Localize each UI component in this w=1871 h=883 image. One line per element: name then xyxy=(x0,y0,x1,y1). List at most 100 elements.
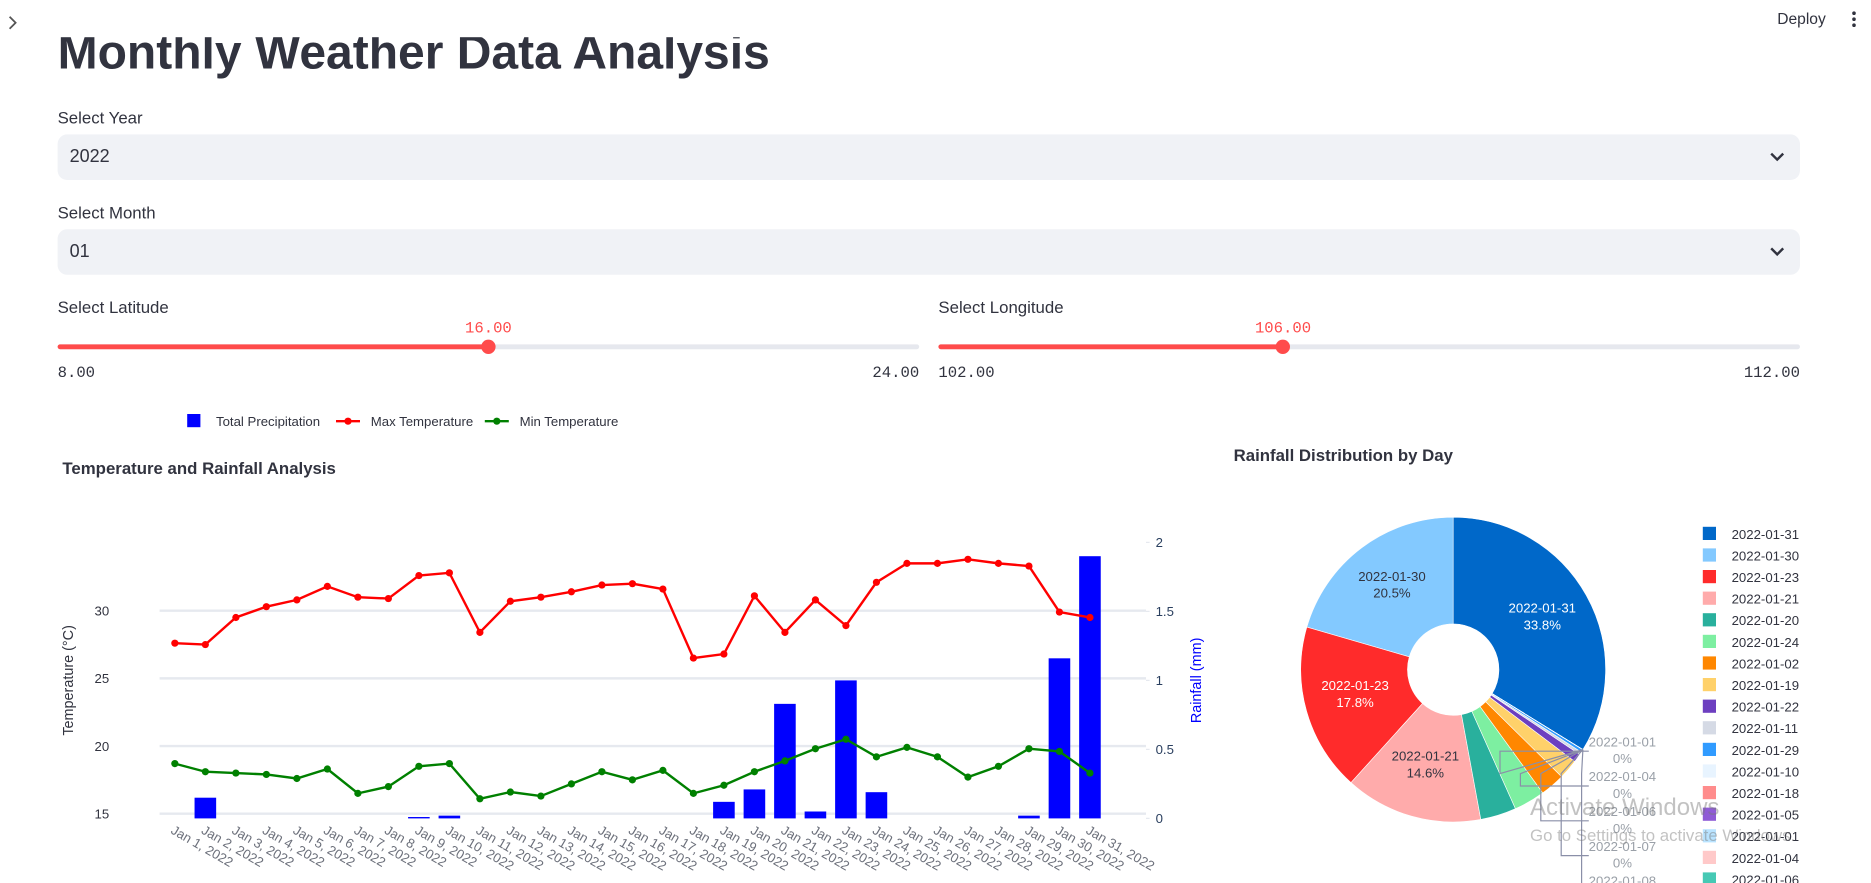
longitude-min: 102.00 xyxy=(938,363,995,382)
slice-label-value: 33.8% xyxy=(1524,618,1562,633)
leader-line xyxy=(1581,749,1584,883)
leader-line xyxy=(1560,749,1589,857)
line xyxy=(174,737,1091,801)
marker xyxy=(994,762,1003,770)
latitude-min: 8.00 xyxy=(57,363,96,382)
chevron xyxy=(1770,247,1785,257)
slice-label-value: 17.8% xyxy=(1336,695,1374,710)
bar xyxy=(743,789,766,819)
latitude-max: 24.00 xyxy=(872,363,920,382)
legend-label: 2022-01-10 xyxy=(1732,764,1799,779)
bar xyxy=(438,815,461,819)
marker xyxy=(567,588,575,596)
y-axis-title: Temperature (°C) xyxy=(61,625,77,736)
marker xyxy=(842,622,850,630)
legend-label: 2022-01-06 xyxy=(1732,872,1799,883)
slice-label-name: 2022-01-01 xyxy=(1589,734,1656,749)
legend-label: 2022-01-02 xyxy=(1732,656,1799,671)
marker xyxy=(781,757,789,765)
legend-swatch xyxy=(1702,526,1717,540)
slice-label: 2022-01-04 0% xyxy=(1589,769,1656,801)
y2-tick-label: 2 xyxy=(1156,535,1163,550)
slice-label: 2022-01-23 17.8% xyxy=(1321,678,1388,710)
marker xyxy=(994,559,1003,567)
marker xyxy=(415,762,423,770)
legend-swatch xyxy=(1702,634,1717,648)
latitude-fill xyxy=(57,344,489,350)
legend-swatch xyxy=(1702,721,1717,735)
marker xyxy=(232,613,240,622)
pie-slice xyxy=(1350,703,1482,823)
slice-label-name: 2022-01-30 xyxy=(1358,569,1425,584)
marker xyxy=(872,578,881,586)
leader-line xyxy=(1540,749,1589,822)
legend-swatch xyxy=(1702,764,1717,778)
bar xyxy=(835,680,857,819)
marker xyxy=(354,789,362,797)
year-select[interactable]: 2022 xyxy=(57,134,1801,180)
legend-label: 2022-01-11 xyxy=(1732,721,1798,736)
y2-axis-title: Rainfall (mm) xyxy=(1189,638,1205,724)
pie-slice xyxy=(1300,626,1423,784)
legend-label: 2022-01-20 xyxy=(1732,613,1799,628)
bar xyxy=(1018,815,1040,819)
marker xyxy=(842,735,850,743)
marker xyxy=(781,628,789,636)
marker xyxy=(903,559,911,567)
legend-label: Max Temperature xyxy=(371,414,473,429)
legend-marker xyxy=(344,417,352,425)
marker xyxy=(659,766,667,774)
slice-label-name: 2022-01-04 xyxy=(1589,769,1656,784)
legend-swatch xyxy=(187,414,201,428)
pie-slice xyxy=(1306,516,1454,658)
marker xyxy=(872,753,881,761)
slice-label: 2022-01-07 0% xyxy=(1589,839,1656,871)
marker xyxy=(720,650,728,658)
slice-label: 2022-01-080% xyxy=(1589,874,1656,883)
y-tick-label: 15 xyxy=(95,806,110,821)
legend-swatch xyxy=(1702,570,1717,584)
slice-label-name: 2022-01-23 xyxy=(1321,678,1388,693)
slice-label: 2022-01-30 20.5% xyxy=(1358,569,1425,601)
latitude-thumb[interactable] xyxy=(481,339,496,354)
month-label: Select Month xyxy=(57,202,156,223)
bar xyxy=(194,797,217,819)
slice-label: 2022-01-21 14.6% xyxy=(1392,749,1459,781)
y2-tick-label: 0 xyxy=(1156,811,1163,826)
chart-title: Rainfall Distribution by Day xyxy=(1234,446,1454,465)
latitude-value: 16.00 xyxy=(464,319,512,338)
marker xyxy=(598,581,606,589)
marker xyxy=(811,596,820,604)
menu-button[interactable] xyxy=(1849,11,1859,30)
sidebar-toggle[interactable] xyxy=(7,16,19,30)
month-select[interactable]: 01 xyxy=(57,229,1801,275)
marker xyxy=(384,783,392,791)
marker xyxy=(171,760,179,768)
top-bar: Deploy xyxy=(0,0,1871,38)
bar xyxy=(1048,658,1071,819)
longitude-thumb[interactable] xyxy=(1275,339,1291,354)
legend-swatch xyxy=(1702,850,1717,865)
legend-label: 2022-01-18 xyxy=(1732,786,1799,801)
legend-label: 2022-01-30 xyxy=(1732,548,1799,563)
legend-swatch xyxy=(1702,699,1717,713)
legend-swatch xyxy=(1702,656,1717,670)
year-value: 2022 xyxy=(69,146,110,167)
deploy-button[interactable]: Deploy xyxy=(1777,9,1826,28)
marker xyxy=(1025,745,1033,753)
legend-label: 2022-01-29 xyxy=(1732,743,1799,758)
slice-label-name: 2022-01-31 xyxy=(1509,601,1576,616)
marker xyxy=(506,788,514,796)
marker xyxy=(506,597,514,605)
marker xyxy=(933,753,942,761)
bar xyxy=(1079,556,1101,819)
slice-label-name: 2022-01-21 xyxy=(1392,749,1459,764)
marker xyxy=(262,603,270,611)
y-tick-label: 20 xyxy=(95,739,110,754)
marker xyxy=(445,569,453,577)
marker xyxy=(262,770,270,779)
legend-label: Min Temperature xyxy=(520,414,619,429)
leader-line xyxy=(1499,749,1589,775)
